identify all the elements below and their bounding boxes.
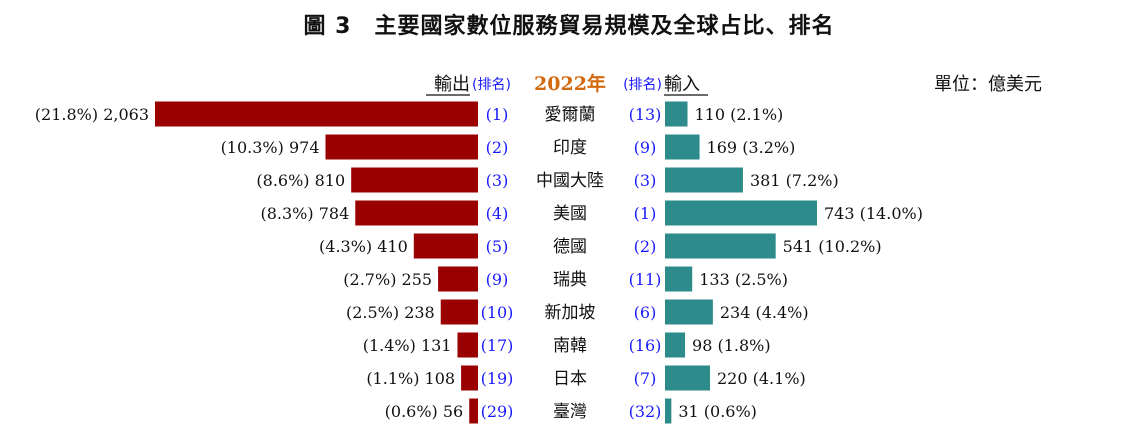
import-bar [665,266,693,292]
export-value-label: (1.1%) 108 [366,369,455,388]
export-rank-label: (1) [486,105,509,124]
export-rank-label: (5) [486,237,509,256]
country-label: 美國 [553,204,587,224]
country-label: 瑞典 [553,270,587,290]
import-value-label: 234 (4.4%) [720,303,809,322]
header-row: 輸出 (排名) 2022年 (排名) 輸入 單位：億美元 [426,72,1042,96]
import-value-label: 110 (2.1%) [695,105,784,124]
export-header-label: 輸出 [434,74,470,95]
country-label: 愛爾蘭 [545,105,596,125]
import-value-label: 381 (7.2%) [750,171,839,190]
import-bar [665,167,743,193]
import-bar [665,134,700,160]
import-value-label: 743 (14.0%) [824,204,923,223]
import-bar [665,398,672,424]
export-bar [413,233,478,259]
export-value-label: (8.6%) 810 [256,171,345,190]
import-bar [665,299,713,325]
export-rank-label: (19) [481,369,514,388]
import-value-label: 220 (4.1%) [717,369,806,388]
export-value-label: (0.6%) 56 [385,402,464,421]
export-value-label: (21.8%) 2,063 [35,105,149,124]
import-value-label: 98 (1.8%) [692,336,771,355]
export-rank-label: (3) [486,171,509,190]
country-label: 日本 [553,369,587,389]
import-rank-label: (32) [629,402,662,421]
export-bar [351,167,478,193]
export-rank-label: (4) [486,204,509,223]
import-rank-label: (2) [634,237,657,256]
country-label: 中國大陸 [536,171,604,191]
export-bar [438,266,478,292]
import-rank-label: (16) [629,336,662,355]
export-bar [155,101,478,127]
country-label: 南韓 [553,336,587,356]
country-label: 新加坡 [545,303,596,323]
import-header-label: 輸入 [664,74,700,95]
export-value-label: (8.3%) 784 [260,204,349,223]
export-rank-header: (排名) [472,77,511,93]
import-rank-header: (排名) [623,77,662,93]
import-rank-label: (3) [634,171,657,190]
import-value-label: 169 (3.2%) [707,138,796,157]
chart-rows: (21.8%) 2,063 (1) 愛爾蘭 (13) 110 (2.1%) (10.3%)… [35,101,923,424]
export-value-label: (2.7%) 255 [343,270,432,289]
import-bar [665,332,686,358]
export-bar [355,200,478,226]
import-rank-label: (1) [634,204,657,223]
country-label: 德國 [553,237,587,257]
export-rank-label: (10) [481,303,514,322]
country-label: 臺灣 [553,402,587,422]
import-bar [665,233,776,259]
import-rank-label: (6) [634,303,657,322]
export-bar [325,134,478,160]
export-rank-label: (29) [481,402,514,421]
export-value-label: (10.3%) 974 [221,138,320,157]
import-rank-label: (9) [634,138,657,157]
country-label: 印度 [553,138,587,158]
export-rank-label: (2) [486,138,509,157]
export-rank-label: (17) [481,336,514,355]
import-bar [665,101,688,127]
chart-title: 圖 3 主要國家數位服務貿易規模及全球占比、排名 [303,14,835,39]
import-value-label: 541 (10.2%) [783,237,882,256]
export-value-label: (4.3%) 410 [319,237,408,256]
export-bar [440,299,478,325]
export-value-label: (2.5%) 238 [346,303,435,322]
unit-label: 單位：億美元 [934,74,1042,95]
import-value-label: 31 (0.6%) [678,402,757,421]
import-rank-label: (7) [634,369,657,388]
export-rank-label: (9) [486,270,509,289]
import-rank-label: (13) [629,105,662,124]
import-rank-label: (11) [629,270,662,289]
import-bar [665,365,711,391]
export-bar [469,398,478,424]
export-bar [457,332,478,358]
import-bar [665,200,817,226]
export-value-label: (1.4%) 131 [363,336,452,355]
export-bar [461,365,478,391]
import-value-label: 133 (2.5%) [699,270,788,289]
year-label: 2022年 [534,72,606,95]
